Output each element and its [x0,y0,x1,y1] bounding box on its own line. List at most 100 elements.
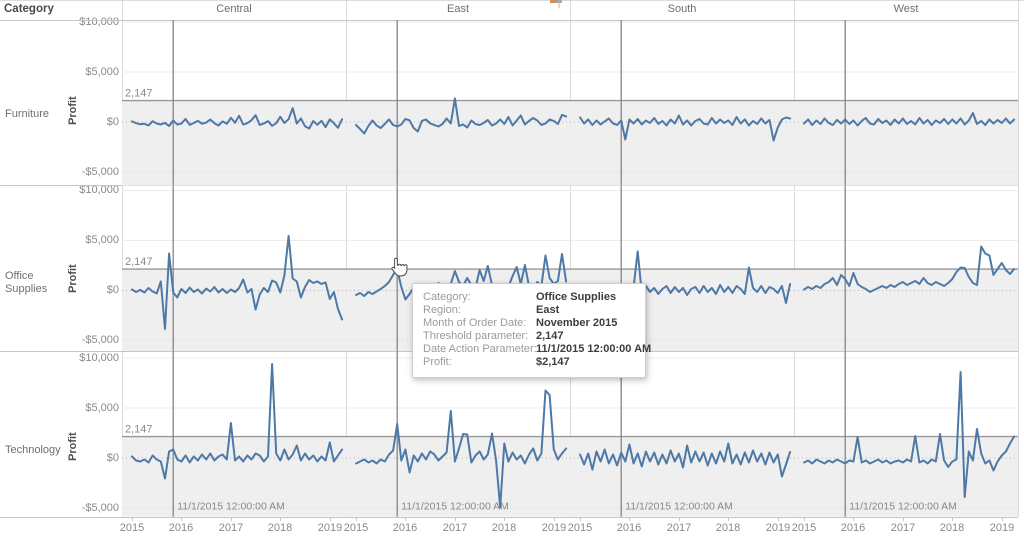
profit-line[interactable] [131,363,344,480]
tooltip-label: Category: [423,291,471,303]
x-axis-tick [903,517,904,521]
panel-technology-central[interactable]: 2,147 11/1/2015 12:00:00 AM [122,351,346,517]
x-tick-label-year: 2016 [840,522,866,534]
x-axis-tick [405,517,406,521]
y-tick-label: $0 [106,284,119,297]
x-tick-label-year: 2019 [765,522,791,534]
x-tick-label-year: 2018 [491,522,517,534]
x-tick-label-year: 2018 [715,522,741,534]
profit-line[interactable] [579,114,792,142]
top-border [0,0,1024,1]
x-axis-tick [132,517,133,521]
row-label-line: Furniture [5,108,50,120]
x-tick-label-year: 2015 [567,522,593,534]
y-tick-label: -$5,000 [81,334,119,347]
tooltip-value: 11/1/2015 12:00:00 AM [536,343,652,356]
date-line-label: 11/1/2015 12:00:00 AM [401,502,509,513]
panel-technology-east[interactable]: 11/1/2015 12:00:00 AM [346,351,570,517]
x-axis-tick [1002,517,1003,521]
date-line-label: 11/1/2015 12:00:00 AM [849,502,957,513]
x-axis-tick [580,517,581,521]
tooltip-label: Threshold parameter: [423,330,529,343]
x-tick-label-year: 2017 [442,522,468,534]
y-tick-label: $10,000 [79,184,119,197]
x-tick-label-year: 2019 [989,522,1015,534]
x-axis-tick [280,517,281,521]
profit-line[interactable] [355,97,568,135]
tooltip-row: Date Action Parameter: 11/1/2015 12:00:00… [423,343,651,356]
x-axis-tick [629,517,630,521]
tooltip-label: Month of Order Date: [423,317,527,330]
panel-technology-south[interactable]: 11/1/2015 12:00:00 AM [570,351,794,517]
tooltip-label: Region: [423,304,461,317]
panel-technology-west[interactable]: 11/1/2015 12:00:00 AM [794,351,1018,517]
x-axis-tick [804,517,805,521]
column-header-east: East [446,3,469,15]
tooltip: Category: Office Supplies Region: East Month… [412,283,651,378]
x-axis-tick [504,517,505,521]
profit-line[interactable] [803,245,1016,293]
profit-line-chart: 11/1/2015 12:00:00 AM [794,351,1018,517]
x-tick-label-year: 2019 [541,522,567,534]
x-tick-label-year: 2016 [616,522,642,534]
column-header-west: West [893,3,919,15]
threshold-band [794,268,1018,352]
row-label-line: Supplies [5,282,48,295]
y-tick-label: -$5,000 [81,166,119,178]
x-axis-tick [853,517,854,521]
tooltip-label: Date Action Parameter: [423,343,537,356]
x-axis-tick [679,517,680,521]
x-axis-domain-line [122,517,1018,518]
profit-line-chart [346,20,570,186]
x-tick-label-year: 2015 [791,522,817,534]
x-axis-tick [554,517,555,521]
x-tick-label-year: 2018 [267,522,293,534]
x-axis-tick [356,517,357,521]
tooltip-row: Threshold parameter: 2,147 [423,330,635,343]
panel-border-vertical [794,0,795,517]
y-tick-label: $5,000 [85,66,119,78]
panel-furniture-west[interactable] [794,20,1018,186]
tooltip-row: Category: Office Supplies [423,291,635,304]
y-tick-label: $5,000 [85,402,119,415]
panel-office-supplies-central[interactable]: 2,147 [122,185,346,352]
row-label-office-supplies: Office Supplies [5,270,65,296]
panel-border-vertical [1018,0,1019,517]
x-tick-label-year: 2019 [317,522,343,534]
profit-line[interactable] [579,442,792,478]
profit-line-chart [570,20,794,186]
profit-line[interactable] [355,389,568,509]
x-axis-tick [952,517,953,521]
profit-line[interactable] [803,111,1016,127]
profit-line[interactable] [803,371,1016,499]
profit-line-chart [794,20,1018,186]
x-tick-label-year: 2016 [168,522,194,534]
cursor-hand-icon [389,257,408,281]
row-label-furniture: Furniture [5,108,65,121]
panel-furniture-south[interactable] [570,20,794,186]
panel-border-vertical [122,0,123,517]
panel-furniture-east[interactable] [346,20,570,186]
tooltip-value: $2,147 [536,356,570,369]
profit-line[interactable] [131,107,344,130]
y-tick-label: -$5,000 [81,502,119,515]
tooltip-value: 2,147 [536,330,564,343]
category-field-label: Category [4,3,54,15]
row-border-horizontal [0,185,1018,187]
threshold-band [570,100,794,186]
column-header-south: South [667,3,697,15]
profit-line-chart: 11/1/2015 12:00:00 AM [346,351,570,517]
x-axis-tick [330,517,331,521]
x-tick-label-year: 2017 [666,522,692,534]
threshold-label: 2,147 [125,88,153,100]
profit-line-chart: 2,147 11/1/2015 12:00:00 AM [122,351,346,517]
panel-office-supplies-west[interactable] [794,185,1018,352]
panel-border-vertical [346,0,347,517]
panel-furniture-central[interactable]: 2,147 [122,20,346,186]
profit-line[interactable] [131,234,344,330]
tooltip-row: Region: East [423,304,635,317]
tooltip-value: November 2015 [536,317,618,330]
tooltip-value: East [536,304,560,317]
y-tick-label: $10,000 [79,16,119,28]
